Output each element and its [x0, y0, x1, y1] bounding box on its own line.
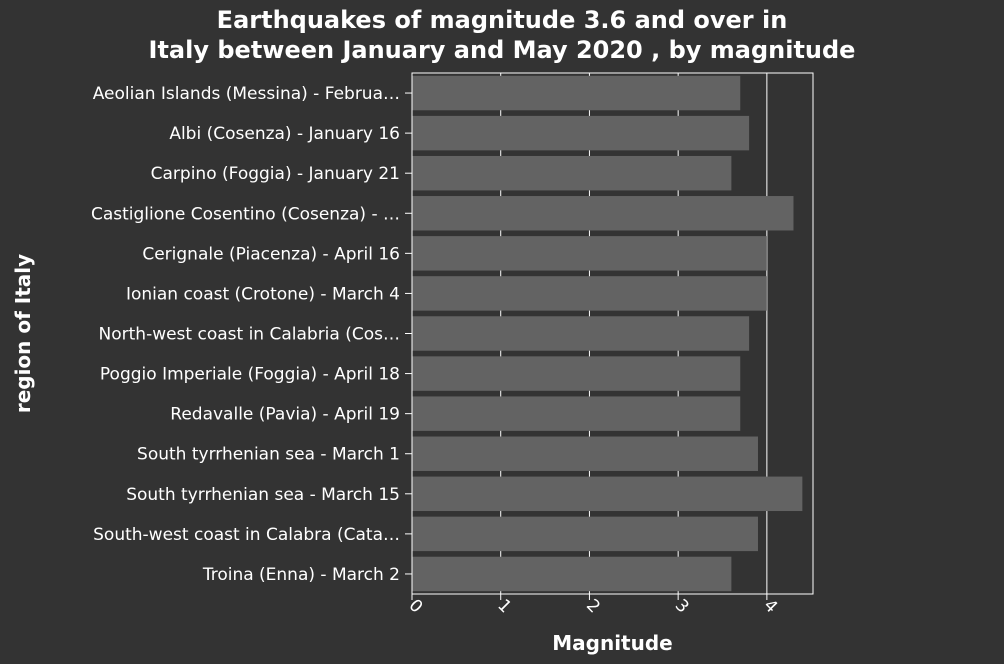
- chart-title-line-1: Earthquakes of magnitude 3.6 and over in: [216, 6, 788, 34]
- bar-6: [412, 316, 750, 351]
- bar-1: [412, 115, 750, 151]
- x-tick-label-4: 4: [760, 596, 782, 618]
- y-tick-label-2: Carpino (Foggia) - January 21: [151, 164, 400, 184]
- x-tick-label-0: 0: [405, 596, 427, 618]
- x-tick-label-1: 1: [493, 596, 515, 618]
- y-tick-label-0: Aeolian Islands (Messina) - Februa…: [93, 84, 400, 104]
- y-tick-label-7: Poggio Imperiale (Foggia) - April 18: [100, 365, 400, 385]
- x-tick-label-2: 2: [582, 596, 604, 618]
- bar-7: [412, 356, 741, 391]
- bar-0: [412, 75, 741, 111]
- y-tick-label-6: North-west coast in Calabria (Cos…: [99, 325, 400, 345]
- y-tick-label-5: Ionian coast (Crotone) - March 4: [126, 284, 400, 304]
- y-tick-label-10: South tyrrhenian sea - March 15: [126, 485, 400, 505]
- bar-5: [412, 276, 767, 311]
- x-tick-label-3: 3: [671, 596, 693, 618]
- bar-11: [412, 516, 758, 552]
- y-tick-label-1: Albi (Cosenza) - January 16: [169, 124, 400, 144]
- bar-10: [412, 476, 803, 512]
- bar-9: [412, 436, 758, 471]
- bar-12: [412, 556, 732, 592]
- bar-4: [412, 236, 767, 271]
- x-axis-label: Magnitude: [552, 631, 673, 655]
- y-tick-label-11: South-west coast in Calabra (Cata…: [93, 525, 400, 545]
- bar-2: [412, 155, 732, 191]
- y-axis-label: region of Italy: [11, 254, 35, 413]
- y-tick-label-9: South tyrrhenian sea - March 1: [137, 445, 400, 465]
- y-tick-label-4: Cerignale (Piacenza) - April 16: [142, 244, 400, 264]
- bar-8: [412, 396, 741, 431]
- bar-3: [412, 196, 794, 231]
- chart-title-line-2: Italy between January and May 2020 , by …: [148, 36, 856, 64]
- y-tick-label-12: Troina (Enna) - March 2: [202, 565, 400, 585]
- y-tick-label-3: Castiglione Cosentino (Cosenza) - …: [91, 204, 400, 224]
- y-tick-label-8: Redavalle (Pavia) - April 19: [170, 405, 400, 425]
